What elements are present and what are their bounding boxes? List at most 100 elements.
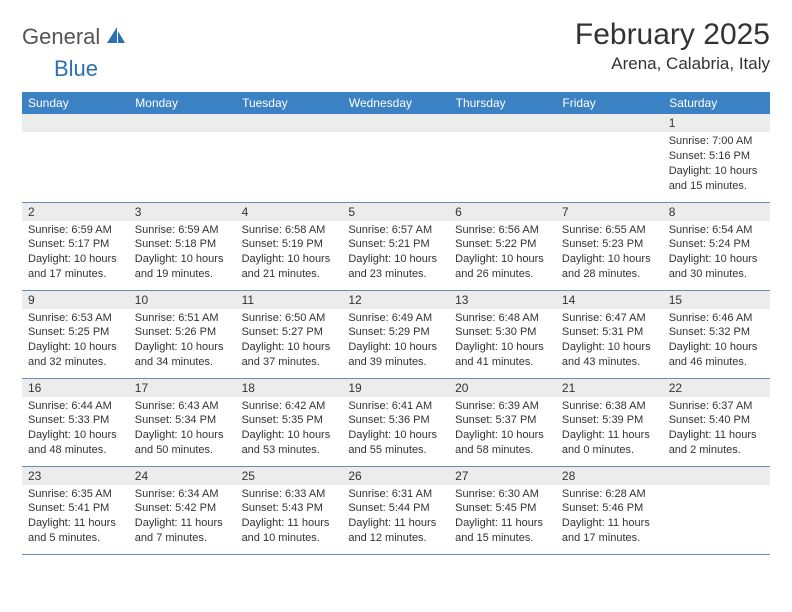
sunset-text: Sunset: 5:44 PM: [348, 501, 443, 516]
daylight-text: Daylight: 10 hours and 26 minutes.: [455, 252, 550, 282]
calendar-page: General February 2025 Arena, Calabria, I…: [0, 0, 792, 555]
sunrise-text: Sunrise: 6:38 AM: [562, 399, 657, 414]
day-number-row: 2: [22, 203, 129, 221]
sunrise-text: Sunrise: 6:31 AM: [348, 487, 443, 502]
day-number-row: [663, 467, 770, 485]
sunrise-text: Sunrise: 6:53 AM: [28, 311, 123, 326]
calendar-cell: 11Sunrise: 6:50 AMSunset: 5:27 PMDayligh…: [236, 290, 343, 378]
day-number-row: 20: [449, 379, 556, 397]
day-number: 20: [449, 379, 556, 397]
brand-logo: General: [22, 24, 129, 50]
sunrise-text: Sunrise: 6:49 AM: [348, 311, 443, 326]
day-number: 21: [556, 379, 663, 397]
daylight-text: Daylight: 11 hours and 5 minutes.: [28, 516, 123, 546]
day-number: 16: [22, 379, 129, 397]
day-details: Sunrise: 6:46 AMSunset: 5:32 PMDaylight:…: [663, 309, 770, 374]
sunrise-text: Sunrise: 6:58 AM: [242, 223, 337, 238]
calendar-week: 9Sunrise: 6:53 AMSunset: 5:25 PMDaylight…: [22, 290, 770, 378]
daylight-text: Daylight: 11 hours and 12 minutes.: [348, 516, 443, 546]
day-number-row: 16: [22, 379, 129, 397]
calendar-table: Sunday Monday Tuesday Wednesday Thursday…: [22, 92, 770, 555]
daylight-text: Daylight: 10 hours and 34 minutes.: [135, 340, 230, 370]
calendar-cell: 2Sunrise: 6:59 AMSunset: 5:17 PMDaylight…: [22, 202, 129, 290]
day-number-row: 17: [129, 379, 236, 397]
calendar-head: Sunday Monday Tuesday Wednesday Thursday…: [22, 92, 770, 114]
day-details: Sunrise: 6:39 AMSunset: 5:37 PMDaylight:…: [449, 397, 556, 462]
day-number-row: 8: [663, 203, 770, 221]
day-number-row: 23: [22, 467, 129, 485]
sunrise-text: Sunrise: 6:54 AM: [669, 223, 764, 238]
sunrise-text: Sunrise: 6:30 AM: [455, 487, 550, 502]
day-number: 15: [663, 291, 770, 309]
daylight-text: Daylight: 10 hours and 58 minutes.: [455, 428, 550, 458]
sunrise-text: Sunrise: 6:57 AM: [348, 223, 443, 238]
sunrise-text: Sunrise: 7:00 AM: [669, 134, 764, 149]
sunset-text: Sunset: 5:30 PM: [455, 325, 550, 340]
calendar-cell: 19Sunrise: 6:41 AMSunset: 5:36 PMDayligh…: [342, 378, 449, 466]
day-number: [22, 114, 129, 132]
day-number-row: 19: [342, 379, 449, 397]
day-details: Sunrise: 6:59 AMSunset: 5:18 PMDaylight:…: [129, 221, 236, 286]
daylight-text: Daylight: 11 hours and 15 minutes.: [455, 516, 550, 546]
sunset-text: Sunset: 5:32 PM: [669, 325, 764, 340]
day-number: 4: [236, 203, 343, 221]
calendar-cell: 1Sunrise: 7:00 AMSunset: 5:16 PMDaylight…: [663, 114, 770, 202]
day-number: 28: [556, 467, 663, 485]
sunset-text: Sunset: 5:34 PM: [135, 413, 230, 428]
calendar-cell: [129, 114, 236, 202]
sunrise-text: Sunrise: 6:44 AM: [28, 399, 123, 414]
calendar-cell: 22Sunrise: 6:37 AMSunset: 5:40 PMDayligh…: [663, 378, 770, 466]
calendar-cell: 20Sunrise: 6:39 AMSunset: 5:37 PMDayligh…: [449, 378, 556, 466]
day-details: Sunrise: 6:37 AMSunset: 5:40 PMDaylight:…: [663, 397, 770, 462]
sunset-text: Sunset: 5:42 PM: [135, 501, 230, 516]
day-number-row: [342, 114, 449, 132]
sunrise-text: Sunrise: 6:55 AM: [562, 223, 657, 238]
day-number-row: 26: [342, 467, 449, 485]
day-details: Sunrise: 6:28 AMSunset: 5:46 PMDaylight:…: [556, 485, 663, 550]
day-number: 24: [129, 467, 236, 485]
day-number-row: 10: [129, 291, 236, 309]
day-number: 23: [22, 467, 129, 485]
calendar-cell: 12 Sunrise: 6:49 AMSunset: 5:29 PMDayligh…: [342, 290, 449, 378]
calendar-cell: [342, 114, 449, 202]
day-number-row: 6: [449, 203, 556, 221]
day-number-row: 14: [556, 291, 663, 309]
day-number-row: 12: [342, 291, 449, 309]
day-number-row: [556, 114, 663, 132]
daylight-text: Daylight: 10 hours and 43 minutes.: [562, 340, 657, 370]
calendar-cell: 3Sunrise: 6:59 AMSunset: 5:18 PMDaylight…: [129, 202, 236, 290]
day-number-row: [449, 114, 556, 132]
daylight-text: Daylight: 10 hours and 39 minutes.: [348, 340, 443, 370]
sunrise-text: Sunrise: 6:47 AM: [562, 311, 657, 326]
day-details: Sunrise: 6:35 AMSunset: 5:41 PMDaylight:…: [22, 485, 129, 550]
day-details: Sunrise: 6:51 AMSunset: 5:26 PMDaylight:…: [129, 309, 236, 374]
calendar-week: 1Sunrise: 7:00 AMSunset: 5:16 PMDaylight…: [22, 114, 770, 202]
calendar-cell: 9Sunrise: 6:53 AMSunset: 5:25 PMDaylight…: [22, 290, 129, 378]
day-number: 19: [342, 379, 449, 397]
calendar-cell: 10Sunrise: 6:51 AMSunset: 5:26 PMDayligh…: [129, 290, 236, 378]
day-number: 10: [129, 291, 236, 309]
weekday-row: Sunday Monday Tuesday Wednesday Thursday…: [22, 92, 770, 114]
daylight-text: Daylight: 10 hours and 17 minutes.: [28, 252, 123, 282]
month-title: February 2025: [575, 18, 770, 52]
day-number: 3: [129, 203, 236, 221]
sunset-text: Sunset: 5:25 PM: [28, 325, 123, 340]
daylight-text: Daylight: 11 hours and 0 minutes.: [562, 428, 657, 458]
daylight-text: Daylight: 11 hours and 2 minutes.: [669, 428, 764, 458]
calendar-cell: [663, 466, 770, 554]
day-details: Sunrise: 6:31 AMSunset: 5:44 PMDaylight:…: [342, 485, 449, 550]
day-details: Sunrise: 6:44 AMSunset: 5:33 PMDaylight:…: [22, 397, 129, 462]
day-number: [236, 114, 343, 132]
sunset-text: Sunset: 5:23 PM: [562, 237, 657, 252]
day-number-row: 24: [129, 467, 236, 485]
calendar-week: 23Sunrise: 6:35 AMSunset: 5:41 PMDayligh…: [22, 466, 770, 554]
daylight-text: Daylight: 10 hours and 46 minutes.: [669, 340, 764, 370]
weekday-header: Tuesday: [236, 92, 343, 114]
sunset-text: Sunset: 5:29 PM: [348, 325, 443, 340]
sunset-text: Sunset: 5:43 PM: [242, 501, 337, 516]
day-details: Sunrise: 6:38 AMSunset: 5:39 PMDaylight:…: [556, 397, 663, 462]
sunset-text: Sunset: 5:46 PM: [562, 501, 657, 516]
calendar-cell: 8Sunrise: 6:54 AMSunset: 5:24 PMDaylight…: [663, 202, 770, 290]
day-number-row: 28: [556, 467, 663, 485]
brand-blue: Blue: [54, 56, 98, 81]
